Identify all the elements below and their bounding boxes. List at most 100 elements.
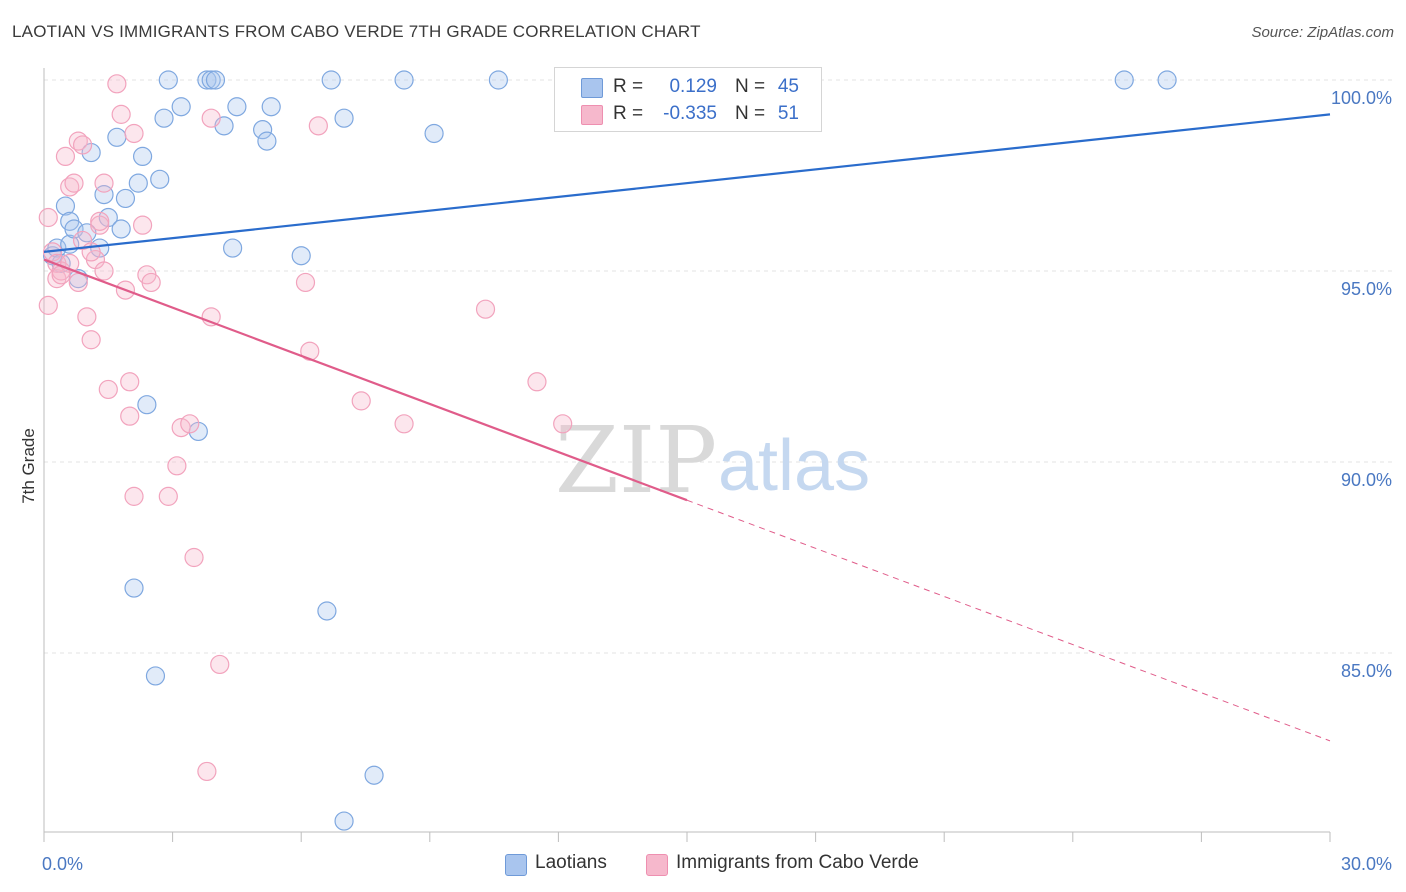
grid-lines [44,79,1392,654]
legend-r-label: R = [613,76,644,97]
laotians-point [137,395,157,415]
y-tick-label: 95.0% [1341,279,1392,299]
cabo-verde-point [111,104,131,124]
laotians-point [145,666,166,686]
laotians-point [55,196,76,216]
cabo-verde-point [64,173,84,193]
cabo-verde-point [124,486,144,506]
cabo-verde-point [527,372,547,392]
cabo-verde-point [68,272,88,293]
cabo-verde-point [351,391,371,411]
cabo-verde-point [201,108,221,128]
laotians-point [201,70,221,90]
cabo-verde-point [553,414,573,434]
x-tick-label: 30.0% [1341,854,1392,874]
cabo-verde-point [300,341,320,361]
chart-title: LAOTIAN VS IMMIGRANTS FROM CABO VERDE 7T… [12,22,701,41]
laotians-point [158,70,178,90]
cabo-verde-point [38,207,58,228]
cabo-verde-point [197,761,217,782]
cabo-verde-trend-line [43,258,688,502]
cabo-verde-point [77,307,97,327]
laotians-point [132,146,153,166]
legend-r-value: -0.335 [663,103,717,124]
cabo-verde-point [98,379,118,400]
trend-lines [43,113,1331,742]
cabo-verde-point [210,654,230,675]
axes: 100.0% 95.0% 90.0% 85.0% 0.0% 30.0% [42,68,1392,874]
cabo-verde-point [167,456,187,476]
laotians-point [253,120,273,140]
source-label: Source: ZipAtlas.com [1251,24,1394,41]
x-tick-label: 0.0% [42,854,83,874]
series-legend: Laotians Immigrants from Cabo Verde [0,852,1406,878]
laotians-point [364,765,384,785]
legend-swatch-laotians [581,78,603,98]
legend-row-laotians: R = 0.129 N = 45 [555,74,821,102]
series-label-cabo-verde: Immigrants from Cabo Verde [676,852,919,873]
cabo-verde-point [132,215,153,235]
watermark: ZIP atlas [555,407,870,514]
legend-r-value: 0.129 [669,76,717,97]
laotians-point [115,188,136,209]
laotians-point [150,169,170,189]
legend-row-cabo-verde: R = -0.335 N = 51 [555,101,821,129]
cabo-verde-point [107,74,127,94]
y-tick-label: 90.0% [1341,470,1392,490]
legend-r-label: R = [613,103,644,124]
series-label-laotians: Laotians [535,852,607,873]
laotians-point [261,97,281,117]
y-tick-label: 85.0% [1341,661,1392,681]
legend-n-value: 51 [777,103,799,124]
laotians-point [257,131,277,151]
cabo-verde-point [81,330,101,350]
series-swatch-cabo-verde [646,854,668,876]
laotians-point [124,578,144,598]
laotians-point [424,123,444,144]
y-tick-label: 100.0% [1331,88,1392,108]
laotians-point [334,108,354,128]
cabo-verde-point [38,295,58,315]
cabo-verde-point [94,261,114,281]
legend-n-label: N = [735,76,766,97]
cabo-verde-point [55,146,76,166]
laotians-point [317,601,337,621]
cabo-verde-point [120,406,140,426]
legend-swatch-cabo-verde [581,105,603,125]
cabo-verde-point [308,116,328,136]
cabo-verde-point [90,211,110,231]
legend-n-label: N = [735,103,766,124]
stats-legend: R = 0.129 N = 45 R = -0.335 N = 51 [554,67,822,132]
cabo-verde-point [295,272,316,293]
cabo-verde-point [180,414,200,434]
laotians-point [321,70,341,90]
laotians-point [291,246,311,266]
cabo-verde-point [394,414,414,434]
laotians-point [128,173,148,193]
cabo-verde-point [141,272,161,293]
cabo-verde-point [184,547,204,568]
cabo-verde-point [124,123,144,144]
laotians-point [205,70,226,90]
laotians-trend-line [43,113,1331,253]
laotians-point [1157,70,1177,90]
laotians-point [227,97,247,117]
legend-n-value: 45 [777,76,799,97]
laotians-point [394,70,414,90]
cabo-verde-point [72,135,93,155]
series-swatch-laotians [505,854,527,876]
laotians-point [488,70,508,90]
y-axis-label: 7th Grade [19,428,38,504]
laotians-point [223,238,243,258]
cabo-verde-point [120,372,140,392]
cabo-verde-point [158,486,178,506]
laotians-point [1114,70,1134,90]
watermark-atlas: atlas [718,426,870,506]
cabo-verde-point [475,299,496,319]
laotians-point [334,811,354,831]
laotians-point [171,97,191,117]
laotians-point [154,108,174,128]
laotians-point [107,127,127,147]
cabo-verde-point [94,173,114,193]
